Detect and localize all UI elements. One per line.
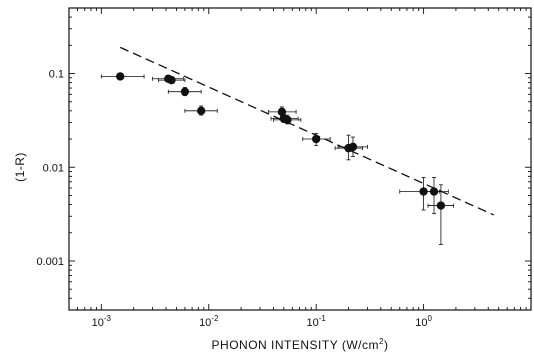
data-point xyxy=(348,142,358,152)
data-point xyxy=(167,75,176,85)
y-axis-title: (1-R) xyxy=(13,152,27,182)
y-tick-layer: 0.1 0.01 0.001 xyxy=(36,7,531,311)
data-point xyxy=(116,72,125,81)
fit-line xyxy=(119,46,495,216)
x-tick-label-exponent: -3 xyxy=(104,314,112,323)
data-point xyxy=(283,115,292,125)
x-tick-label-exponent: 0 xyxy=(427,314,432,323)
x-tick-label-base: 10 xyxy=(199,317,211,329)
y-tick-label: 0.001 xyxy=(36,256,64,268)
x-tick-label-base: 10 xyxy=(306,317,318,329)
data-point xyxy=(277,107,287,117)
data-point xyxy=(311,134,321,144)
x-tick-label-exponent: -2 xyxy=(211,314,219,323)
x-tick-label: 10-1 xyxy=(306,314,326,329)
y-tick-label: 0.01 xyxy=(43,162,64,174)
data-point-layer xyxy=(116,72,446,210)
data-point xyxy=(429,187,439,196)
x-tick-layer: 10-3 10-2 10-1 100 xyxy=(68,8,532,329)
x-axis-title-suffix: ) xyxy=(384,338,389,352)
data-point xyxy=(436,201,446,210)
x-tick-label-base: 10 xyxy=(92,317,104,329)
data-point xyxy=(180,87,190,96)
fit-line-layer xyxy=(119,46,495,216)
x-axis-title: PHONON INTENSITY (W/cm2) xyxy=(212,337,389,352)
data-point xyxy=(419,187,428,196)
x-axis-title-superscript: 2 xyxy=(379,337,384,346)
data-point xyxy=(196,106,206,116)
x-tick-label: 100 xyxy=(415,314,432,329)
x-tick-label-exponent: -1 xyxy=(319,314,327,323)
x-tick-label: 10-2 xyxy=(199,314,219,329)
error-bar-layer xyxy=(100,73,454,245)
y-tick-label: 0.1 xyxy=(49,69,64,81)
x-axis-title-main: PHONON INTENSITY (W/cm xyxy=(212,338,379,352)
x-tick-label-base: 10 xyxy=(415,317,427,329)
x-tick-label: 10-3 xyxy=(92,314,112,329)
plot-frame xyxy=(68,7,532,311)
